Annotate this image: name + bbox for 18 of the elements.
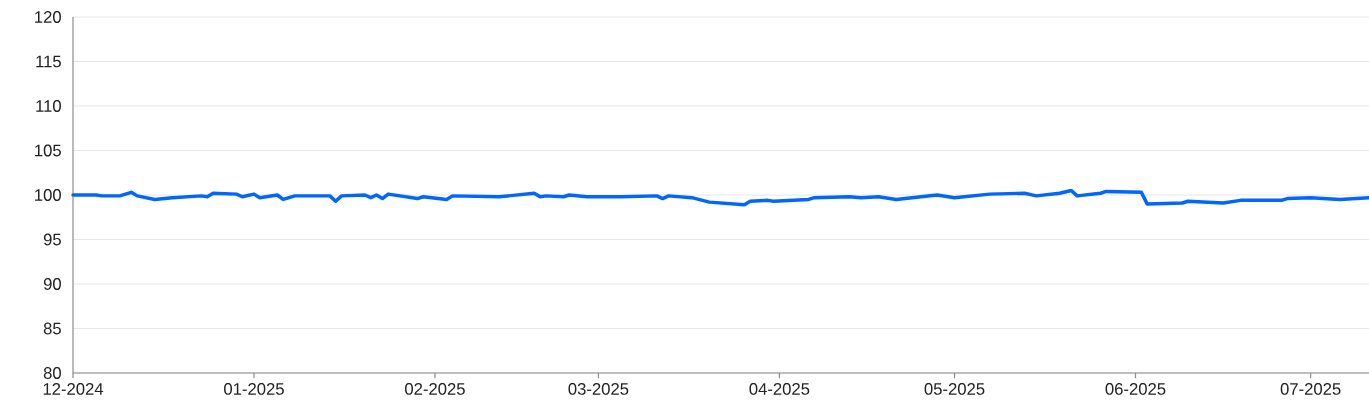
y-tick-label: 120 xyxy=(35,11,61,23)
x-tick-label: 07-2025 xyxy=(1280,383,1341,395)
line-series xyxy=(71,188,1369,207)
y-tick-label: 100 xyxy=(35,189,61,201)
x-tick-label: 01-2025 xyxy=(224,383,284,395)
y-tick-label: 85 xyxy=(43,322,61,335)
x-tick-label: 03-2025 xyxy=(568,383,629,395)
y-tick-label: 95 xyxy=(43,233,61,246)
x-tick-label: 12-2024 xyxy=(43,383,104,395)
y-tick-label: 80 xyxy=(43,367,61,379)
x-tick-label: 05-2025 xyxy=(924,383,985,395)
x-tick-label: 02-2025 xyxy=(405,383,465,395)
x-tick-label: 06-2025 xyxy=(1105,383,1166,395)
y-tick-label: 115 xyxy=(36,55,61,68)
y-tick-label: 90 xyxy=(43,278,61,290)
y-tick-label: 105 xyxy=(35,144,61,157)
y-tick-label: 110 xyxy=(36,100,61,112)
x-tick-label: 04-2025 xyxy=(749,383,810,395)
